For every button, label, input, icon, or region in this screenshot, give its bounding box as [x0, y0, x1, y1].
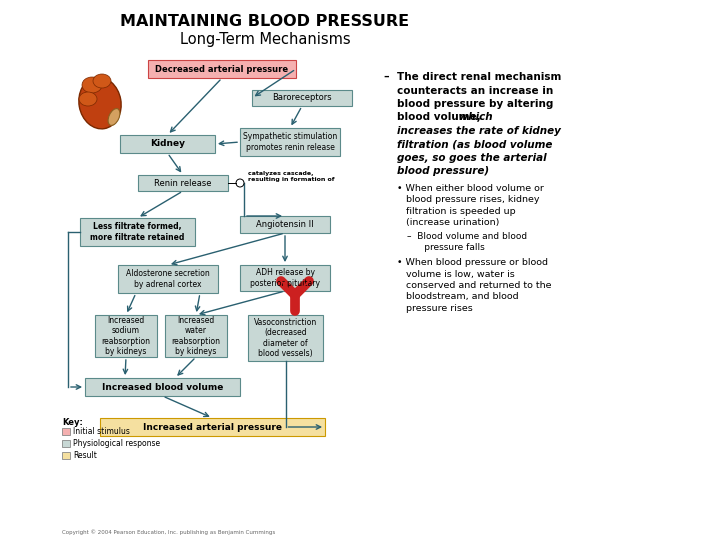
Text: pressure rises: pressure rises: [397, 304, 473, 313]
Text: bloodstream, and blood: bloodstream, and blood: [397, 293, 518, 301]
Text: Sympathetic stimulation
promotes renin release: Sympathetic stimulation promotes renin r…: [243, 132, 337, 152]
FancyBboxPatch shape: [240, 265, 330, 291]
Text: goes, so goes the arterial: goes, so goes the arterial: [397, 153, 546, 163]
Text: Result: Result: [73, 451, 97, 460]
FancyBboxPatch shape: [95, 315, 157, 357]
Text: The direct renal mechanism: The direct renal mechanism: [397, 72, 562, 82]
Text: Physiological response: Physiological response: [73, 439, 160, 448]
Text: blood pressure rises, kidney: blood pressure rises, kidney: [397, 195, 539, 205]
FancyBboxPatch shape: [138, 175, 228, 191]
FancyBboxPatch shape: [62, 428, 70, 435]
Text: pressure falls: pressure falls: [407, 243, 485, 252]
Text: Copyright © 2004 Pearson Education, Inc. publishing as Benjamin Cummings: Copyright © 2004 Pearson Education, Inc.…: [62, 529, 275, 535]
FancyBboxPatch shape: [248, 315, 323, 361]
Text: Aldosterone secretion
by adrenal cortex: Aldosterone secretion by adrenal cortex: [126, 269, 210, 289]
Text: • When blood pressure or blood: • When blood pressure or blood: [397, 258, 548, 267]
Ellipse shape: [78, 77, 121, 129]
Text: Long-Term Mechanisms: Long-Term Mechanisms: [180, 32, 351, 47]
Text: Less filtrate formed,
more filtrate retained: Less filtrate formed, more filtrate reta…: [90, 222, 185, 242]
Text: Key:: Key:: [62, 418, 83, 427]
Text: catalyzes cascade,
resulting in formation of: catalyzes cascade, resulting in formatio…: [248, 171, 335, 182]
Text: volume is low, water is: volume is low, water is: [397, 269, 515, 279]
Text: Increased blood volume: Increased blood volume: [102, 382, 223, 392]
Text: Renin release: Renin release: [154, 179, 212, 187]
Text: conserved and returned to the: conserved and returned to the: [397, 281, 552, 290]
FancyBboxPatch shape: [165, 315, 227, 357]
Text: blood pressure): blood pressure): [397, 166, 489, 177]
Text: MAINTAINING BLOOD PRESSURE: MAINTAINING BLOOD PRESSURE: [120, 14, 410, 29]
Text: counteracts an increase in: counteracts an increase in: [397, 85, 553, 96]
FancyBboxPatch shape: [118, 265, 218, 293]
Text: –  Blood volume and blood: – Blood volume and blood: [407, 232, 527, 241]
FancyBboxPatch shape: [252, 90, 352, 106]
Text: Initial stimulus: Initial stimulus: [73, 427, 130, 436]
Text: increases the rate of kidney: increases the rate of kidney: [397, 126, 561, 136]
FancyBboxPatch shape: [85, 378, 240, 396]
Text: Increased
water
reabsorption
by kidneys: Increased water reabsorption by kidneys: [171, 316, 220, 356]
Text: Increased
sodium
reabsorption
by kidneys: Increased sodium reabsorption by kidneys: [102, 316, 150, 356]
Text: blood volume,: blood volume,: [397, 112, 481, 123]
Text: Baroreceptors: Baroreceptors: [272, 93, 332, 103]
FancyBboxPatch shape: [62, 452, 70, 459]
FancyBboxPatch shape: [62, 440, 70, 447]
Text: Increased arterial pressure: Increased arterial pressure: [143, 422, 282, 431]
Text: • When either blood volume or: • When either blood volume or: [397, 184, 544, 193]
Text: Kidney: Kidney: [150, 139, 185, 148]
Text: blood pressure by altering: blood pressure by altering: [397, 99, 554, 109]
FancyBboxPatch shape: [80, 218, 195, 246]
Text: ADH release by
posterior pituitary: ADH release by posterior pituitary: [250, 268, 320, 288]
FancyBboxPatch shape: [100, 418, 325, 436]
Text: Vasoconstriction
(decreased
diameter of
blood vessels): Vasoconstriction (decreased diameter of …: [254, 318, 317, 358]
FancyBboxPatch shape: [240, 216, 330, 233]
FancyBboxPatch shape: [148, 60, 296, 78]
Text: (increase urination): (increase urination): [397, 219, 500, 227]
Text: filtration (as blood volume: filtration (as blood volume: [397, 139, 552, 150]
Text: –: –: [383, 72, 389, 82]
Text: Decreased arterial pressure: Decreased arterial pressure: [156, 64, 289, 73]
Ellipse shape: [79, 92, 97, 106]
Ellipse shape: [108, 109, 120, 125]
FancyBboxPatch shape: [240, 128, 340, 156]
Ellipse shape: [82, 77, 102, 93]
Ellipse shape: [93, 74, 111, 88]
Text: Angiotensin II: Angiotensin II: [256, 220, 314, 229]
Text: which: which: [455, 112, 492, 123]
FancyBboxPatch shape: [120, 135, 215, 153]
Text: filtration is speeded up: filtration is speeded up: [397, 207, 516, 216]
